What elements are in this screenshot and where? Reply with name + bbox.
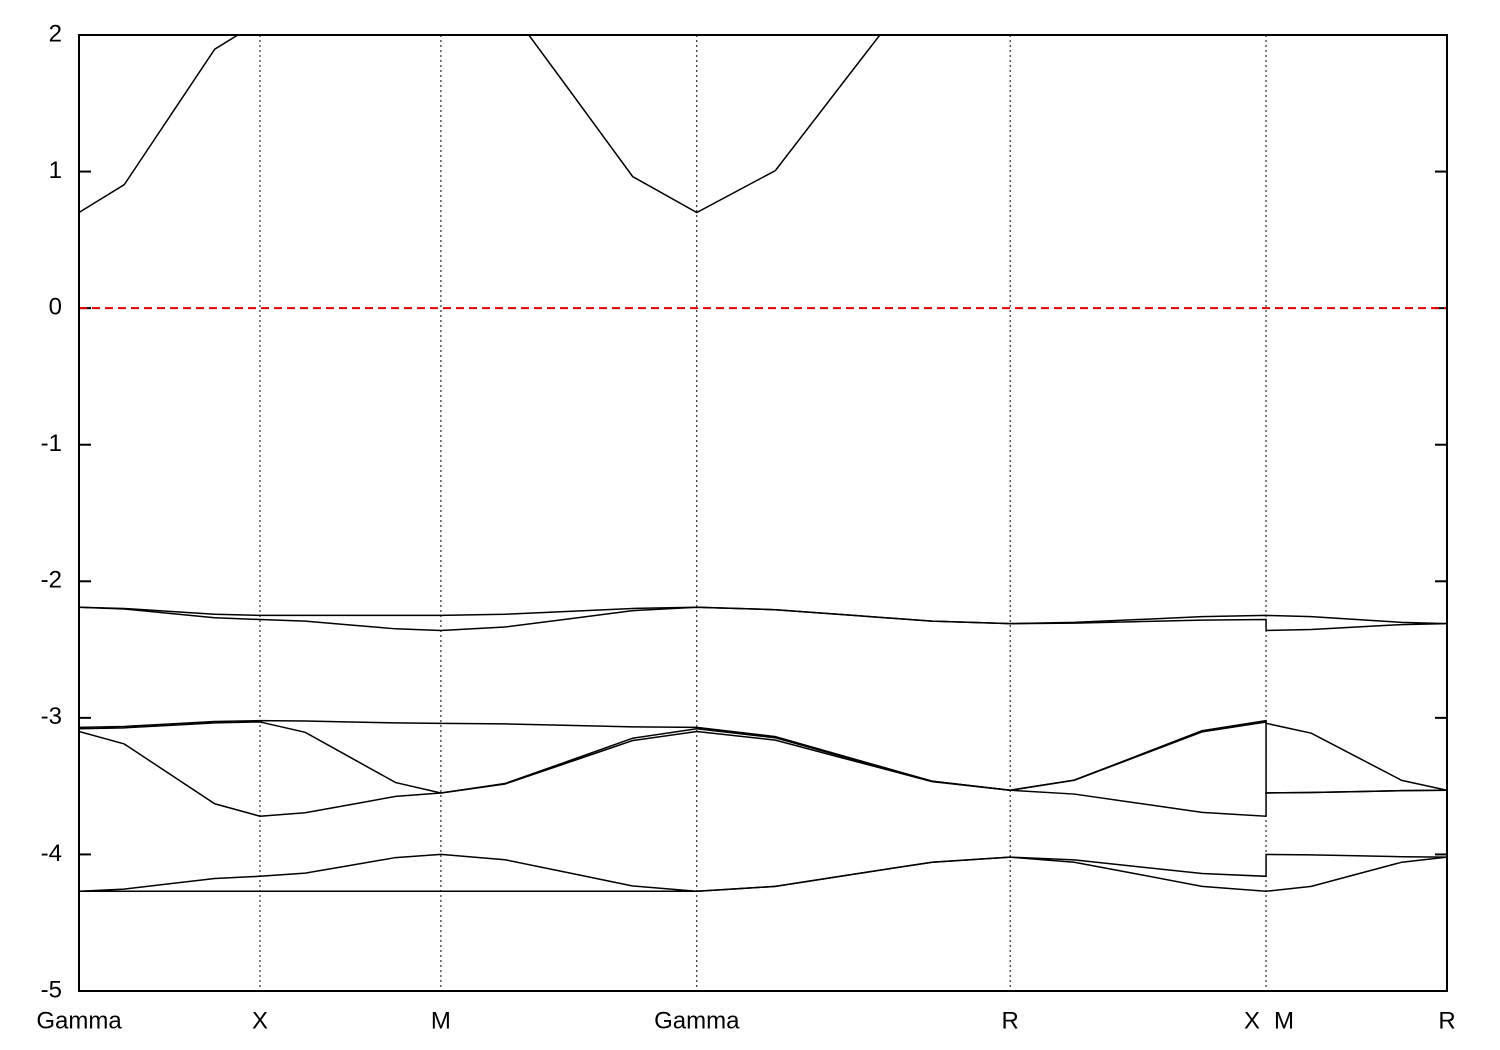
x-tick-label: R xyxy=(1438,1007,1455,1034)
plot-frame xyxy=(78,34,1448,992)
band-line xyxy=(79,35,881,214)
x-tick-label: M xyxy=(1274,1007,1294,1034)
x-tick-label: Gamma xyxy=(36,1007,122,1034)
y-tick-label: -3 xyxy=(41,703,62,730)
x-tick-label: Gamma xyxy=(654,1007,740,1034)
x-tick-label: M xyxy=(431,1007,451,1034)
x-tick-label: X xyxy=(1244,1007,1260,1034)
band-line xyxy=(79,730,1447,817)
band-line xyxy=(79,853,1447,893)
y-tick-label: 2 xyxy=(49,20,62,47)
y-tick-label: -2 xyxy=(41,567,62,594)
band-line xyxy=(79,606,1447,632)
plot-area xyxy=(79,35,1447,893)
y-tick-label: 1 xyxy=(49,157,62,184)
x-tick-label: X xyxy=(252,1007,268,1034)
x-tick-label: R xyxy=(1002,1007,1019,1034)
y-tick-label: -5 xyxy=(41,976,62,1003)
y-tick-label: 0 xyxy=(49,293,62,320)
y-tick-label: -4 xyxy=(41,840,62,867)
band-line xyxy=(79,719,1447,791)
band-line xyxy=(79,721,1447,794)
y-tick-label: -1 xyxy=(41,430,62,457)
